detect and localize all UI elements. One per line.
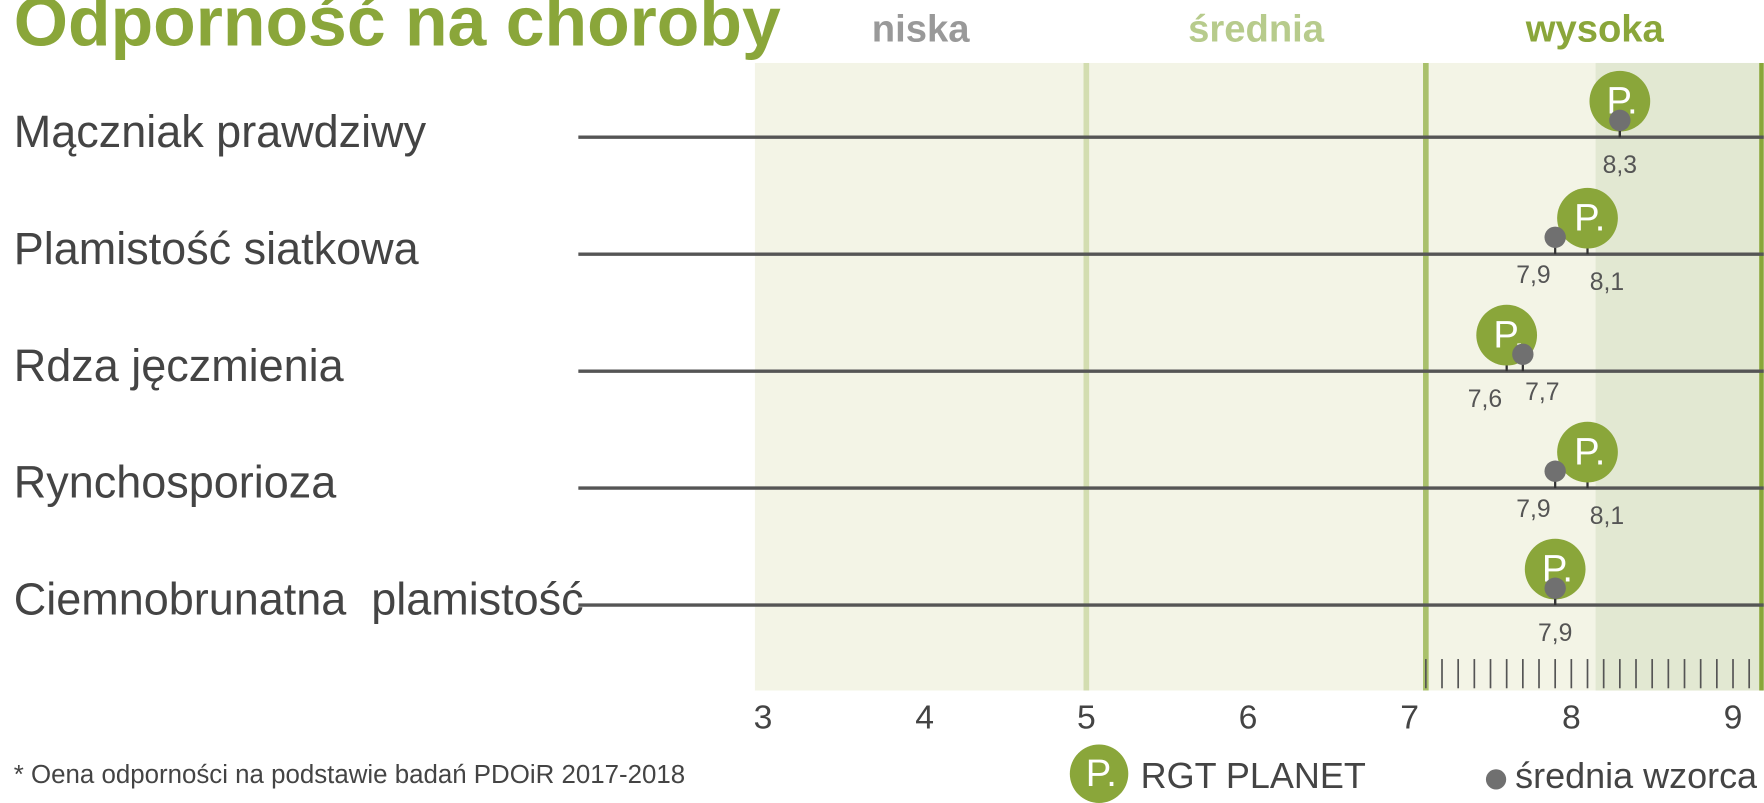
x-tick-label: 5	[1077, 699, 1096, 737]
band	[1086, 62, 1426, 691]
x-tick-label: 9	[1724, 699, 1743, 737]
legend-label: średnia wzorca	[1515, 755, 1757, 796]
legend-label: RGT PLANET	[1141, 755, 1366, 796]
value-label: 8,1	[1590, 503, 1624, 530]
legend-marker	[1069, 744, 1129, 803]
band-label: średnia	[1188, 8, 1325, 51]
rgt-marker	[1557, 187, 1618, 249]
average-dot	[1609, 109, 1631, 132]
value-label: 7,9	[1516, 496, 1550, 523]
average-dot	[1544, 577, 1566, 599]
value-label: 8,3	[1603, 152, 1637, 179]
value-label: 7,6	[1468, 386, 1502, 413]
category-label: Rdza jęczmienia	[14, 340, 345, 391]
x-tick-label: 7	[1400, 699, 1419, 737]
marker-label: P.	[1574, 197, 1605, 240]
band-label: niska	[872, 8, 970, 51]
legend-marker-label: P.	[1086, 752, 1117, 795]
value-label: 8,1	[1590, 269, 1624, 296]
category-label: Rynchosporioza	[14, 457, 337, 508]
x-tick-label: 3	[754, 699, 773, 737]
rgt-marker	[1589, 70, 1651, 132]
marker-label: P.	[1574, 430, 1605, 473]
highlight-zone	[1595, 62, 1764, 691]
value-label: 7,7	[1525, 379, 1559, 406]
average-dot	[1512, 343, 1534, 365]
value-label: 7,9	[1538, 620, 1572, 647]
average-dot	[1544, 226, 1566, 248]
x-tick-label: 4	[915, 699, 934, 737]
footnote: * Oena odporności na podstawie badań PDO…	[14, 761, 685, 789]
chart-title: Odporność na choroby	[14, 0, 781, 60]
category-label: Ciemnobrunatna plamistość	[14, 574, 584, 625]
value-label: 7,9	[1516, 262, 1550, 289]
band-label: wysoka	[1525, 8, 1665, 51]
rgt-marker	[1524, 538, 1586, 600]
legend-dot	[1485, 769, 1507, 790]
category-label: Plamistość siatkowa	[14, 223, 420, 274]
x-tick-label: 8	[1562, 699, 1581, 737]
x-tick-label: 6	[1239, 699, 1258, 737]
band	[754, 62, 1087, 691]
category-label: Mączniak prawdziwy	[14, 106, 427, 157]
rgt-marker	[1557, 421, 1618, 483]
average-dot	[1544, 460, 1566, 482]
